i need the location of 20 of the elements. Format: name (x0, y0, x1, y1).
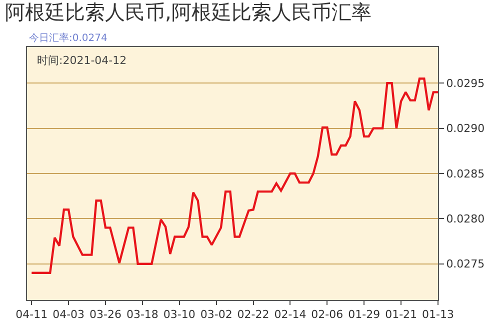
x-tick-label: 01-21 (385, 308, 418, 322)
y-tick-label: 0.0285 (446, 167, 485, 180)
x-tick-label: 02-22 (237, 308, 270, 322)
y-tick-label: 0.0290 (446, 122, 485, 136)
x-tick-label: 01-13 (422, 308, 454, 322)
y-tick-label: 0.0275 (446, 258, 485, 271)
x-tick-label: 03-10 (163, 308, 196, 322)
chart-title: 阿根廷比索人民币,阿根廷比索人民币汇率 (5, 0, 372, 24)
x-tick-label: 02-06 (311, 308, 344, 322)
x-tick-label: 03-26 (90, 308, 122, 322)
y-tick-label: 0.0280 (446, 212, 485, 226)
annotation: 时间:2021-04-12 (37, 54, 127, 67)
text: 今日汇率:0.0274 (29, 32, 108, 44)
x-tick-label: 01-29 (348, 308, 380, 322)
x-tick-label: 02-14 (274, 308, 306, 322)
x-tick-label: 03-18 (126, 308, 158, 322)
x-tick-label: 03-02 (200, 308, 232, 322)
y-tick-label: 0.0295 (446, 76, 485, 90)
x-tick-label: 04-11 (16, 308, 48, 322)
x-tick-label: 04-03 (52, 308, 85, 322)
